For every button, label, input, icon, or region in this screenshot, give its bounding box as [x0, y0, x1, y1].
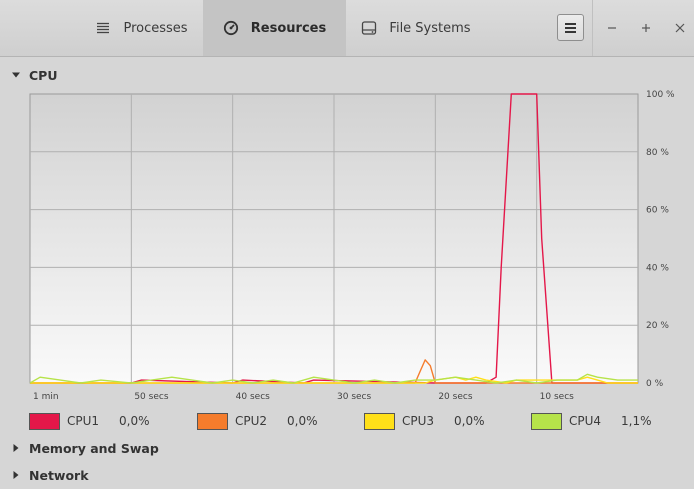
color-swatch[interactable]: [29, 412, 60, 430]
tab-file-systems-label: File Systems: [389, 20, 471, 36]
legend-name: CPU2: [235, 414, 268, 428]
legend-value: 0,0%: [119, 414, 150, 428]
header-separator: [592, 0, 593, 56]
y-tick-label: 60 %: [646, 206, 669, 216]
legend-cpu1[interactable]: CPU1 0,0%: [29, 412, 169, 430]
memory-section-title: Memory and Swap: [29, 440, 159, 456]
collapsed-triangle-icon: [10, 469, 22, 481]
y-tick-label: 40 %: [646, 263, 669, 273]
cpu-history-chart: 1 min 50 secs 40 secs 30 secs 20 secs 10 secs…: [29, 90, 675, 402]
maximize-button[interactable]: [636, 17, 656, 37]
x-tick-label: 30 secs: [337, 392, 371, 402]
legend-value: 0,0%: [287, 414, 318, 428]
close-icon: [675, 18, 685, 37]
color-swatch[interactable]: [197, 412, 228, 430]
expanded-triangle-icon: [10, 69, 22, 81]
tab-resources-label: Resources: [250, 20, 327, 36]
legend-cpu3[interactable]: CPU3 0,0%: [364, 412, 504, 430]
legend-name: CPU1: [67, 414, 100, 428]
tab-processes[interactable]: Processes: [80, 0, 203, 56]
minimize-button[interactable]: [602, 17, 622, 37]
disk-icon: [361, 20, 377, 36]
x-tick-label: 40 secs: [236, 392, 270, 402]
y-tick-label: 80 %: [646, 148, 669, 158]
x-tick-label: 50 secs: [134, 392, 168, 402]
y-tick-label: 20 %: [646, 321, 669, 331]
x-tick-label: 1 min: [33, 392, 59, 402]
tab-file-systems[interactable]: File Systems: [346, 0, 486, 56]
header-bar: Processes Resources File Systems: [0, 0, 694, 57]
y-tick-label: 0 %: [646, 379, 664, 389]
network-section-title: Network: [29, 467, 89, 483]
maximize-icon: [641, 18, 651, 37]
minimize-icon: [607, 18, 617, 37]
y-tick-label: 100 %: [646, 90, 675, 100]
menu-button[interactable]: [557, 14, 584, 41]
tab-resources[interactable]: Resources: [203, 0, 346, 56]
legend-name: CPU3: [402, 414, 435, 428]
hamburger-icon: [565, 18, 576, 37]
color-swatch[interactable]: [531, 412, 562, 430]
legend-value: 1,1%: [621, 414, 652, 428]
gauge-icon: [223, 20, 239, 36]
memory-section-header[interactable]: Memory and Swap: [10, 438, 159, 458]
collapsed-triangle-icon: [10, 442, 22, 454]
cpu-section-title: CPU: [29, 67, 58, 83]
color-swatch[interactable]: [364, 412, 395, 430]
tab-processes-label: Processes: [123, 20, 188, 36]
x-tick-label: 10 secs: [540, 392, 574, 402]
legend-cpu2[interactable]: CPU2 0,0%: [197, 412, 337, 430]
series-line-cpu4: [29, 373, 638, 384]
network-section-header[interactable]: Network: [10, 465, 89, 485]
legend-name: CPU4: [569, 414, 602, 428]
legend-value: 0,0%: [454, 414, 485, 428]
cpu-section-header[interactable]: CPU: [10, 65, 58, 85]
list-icon: [95, 20, 111, 36]
series-line-cpu2: [30, 359, 638, 384]
close-button[interactable]: [670, 17, 690, 37]
legend-cpu4[interactable]: CPU4 1,1%: [531, 412, 671, 430]
x-tick-label: 20 secs: [438, 392, 472, 402]
